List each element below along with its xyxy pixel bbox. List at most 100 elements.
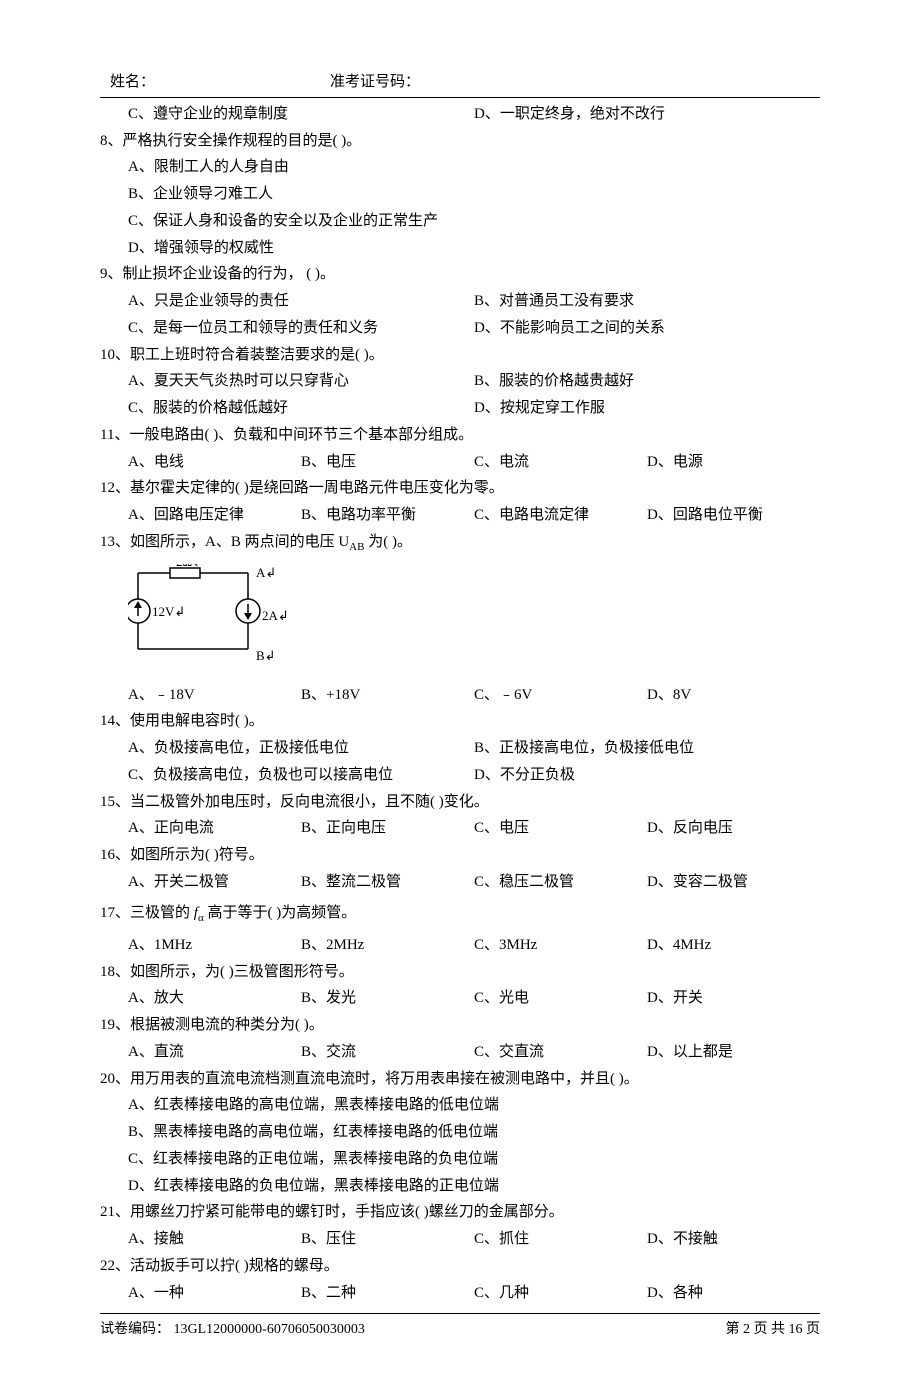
q21-opts: A、接触 B、压住 C、抓住 D、不接触 <box>100 1227 820 1252</box>
circuit-a-label: A↲ <box>256 565 276 580</box>
q11-opt-d: D、电源 <box>647 450 820 475</box>
q11-opt-a: A、电线 <box>128 450 301 475</box>
q17-opt-c: C、3MHz <box>474 933 647 958</box>
circuit-v-label: 12V↲ <box>152 604 185 619</box>
q15-opt-a: A、正向电流 <box>128 816 301 841</box>
page-footer: 试卷编码： 13GL12000000-60706050030003 第 2 页 … <box>100 1313 820 1341</box>
q19-opt-c: C、交直流 <box>474 1040 647 1065</box>
q12-opt-a: A、回路电压定律 <box>128 503 301 528</box>
q15-opt-b: B、正向电压 <box>301 816 474 841</box>
q14-opts-ab: A、负极接高电位，正极接低电位 B、正极接高电位，负极接低电位 <box>100 736 820 761</box>
name-label: 姓名： <box>110 70 330 95</box>
q11-stem: 11、一般电路由( )、负载和中间环节三个基本部分组成。 <box>100 423 820 448</box>
q7-options-cd: C、遵守企业的规章制度 D、一职定终身，绝对不改行 <box>100 102 820 127</box>
q13-opt-a: A、﹣18V <box>128 683 301 708</box>
q19-stem: 19、根据被测电流的种类分为( )。 <box>100 1013 820 1038</box>
q15-opts: A、正向电流 B、正向电压 C、电压 D、反向电压 <box>100 816 820 841</box>
q12-opt-d: D、回路电位平衡 <box>647 503 820 528</box>
q9-opt-a: A、只是企业领导的责任 <box>128 289 474 314</box>
q20-opt-a: A、红表棒接电路的高电位端，黑表棒接电路的低电位端 <box>100 1093 820 1118</box>
q13-opt-b: B、+18V <box>301 683 474 708</box>
q19-opt-b: B、交流 <box>301 1040 474 1065</box>
q13-stem: 13、如图所示，A、B 两点间的电压 UAB 为( )。 <box>100 530 820 556</box>
circuit-b-label: B↲ <box>256 648 276 663</box>
q14-opts-cd: C、负极接高电位，负极也可以接高电位 D、不分正负极 <box>100 763 820 788</box>
q19-opt-d: D、以上都是 <box>647 1040 820 1065</box>
q16-opts: A、开关二极管 B、整流二极管 C、稳压二极管 D、变容二极管 <box>100 870 820 895</box>
q15-opt-d: D、反向电压 <box>647 816 820 841</box>
q13-stem-pre: 13、如图所示，A、B 两点间的电压 U <box>100 534 349 550</box>
q16-stem: 16、如图所示为( )符号。 <box>100 843 820 868</box>
q11-opt-b: B、电压 <box>301 450 474 475</box>
q18-opts: A、放大 B、发光 C、光电 D、开关 <box>100 986 820 1011</box>
q13-stem-post: 为( )。 <box>364 534 412 550</box>
q13-opt-c: C、﹣6V <box>474 683 647 708</box>
q18-opt-b: B、发光 <box>301 986 474 1011</box>
q14-opt-a: A、负极接高电位，正极接低电位 <box>128 736 474 761</box>
q17-opt-d: D、4MHz <box>647 933 820 958</box>
q16-opt-d: D、变容二极管 <box>647 870 820 895</box>
q16-opt-c: C、稳压二极管 <box>474 870 647 895</box>
q21-stem: 21、用螺丝刀拧紧可能带电的螺钉时，手指应该( )螺丝刀的金属部分。 <box>100 1200 820 1225</box>
q9-opt-c: C、是每一位员工和领导的责任和义务 <box>128 316 474 341</box>
q8-stem: 8、严格执行安全操作规程的目的是( )。 <box>100 129 820 154</box>
q13-opt-d: D、8V <box>647 683 820 708</box>
q11-opt-c: C、电流 <box>474 450 647 475</box>
q20-stem: 20、用万用表的直流电流档测直流电流时，将万用表串接在被测电路中，并且( )。 <box>100 1067 820 1092</box>
q20-opt-c: C、红表棒接电路的正电位端，黑表棒接电路的负电位端 <box>100 1147 820 1172</box>
q14-opt-c: C、负极接高电位，负极也可以接高电位 <box>128 763 474 788</box>
q19-opt-a: A、直流 <box>128 1040 301 1065</box>
q17-opt-a: A、1MHz <box>128 933 301 958</box>
id-label: 准考证号码： <box>330 70 420 95</box>
q9-opts-ab: A、只是企业领导的责任 B、对普通员工没有要求 <box>100 289 820 314</box>
q10-opt-d: D、按规定穿工作服 <box>474 396 820 421</box>
q18-opt-a: A、放大 <box>128 986 301 1011</box>
q16-opt-a: A、开关二极管 <box>128 870 301 895</box>
q9-opts-cd: C、是每一位员工和领导的责任和义务 D、不能影响员工之间的关系 <box>100 316 820 341</box>
header-fields: 姓名： 准考证号码： <box>100 70 820 95</box>
q17-opt-b: B、2MHz <box>301 933 474 958</box>
q21-opt-c: C、抓住 <box>474 1227 647 1252</box>
q21-opt-b: B、压住 <box>301 1227 474 1252</box>
circuit-i-label: 2A↲ <box>262 608 288 623</box>
q7-opt-c: C、遵守企业的规章制度 <box>128 102 474 127</box>
q17-stem: 17、三极管的 fα 高于等于( )为高频管。 <box>100 901 820 927</box>
q9-opt-d: D、不能影响员工之间的关系 <box>474 316 820 341</box>
q18-opt-d: D、开关 <box>647 986 820 1011</box>
q14-opt-b: B、正极接高电位，负极接低电位 <box>474 736 820 761</box>
q21-opt-a: A、接触 <box>128 1227 301 1252</box>
q17-opts: A、1MHz B、2MHz C、3MHz D、4MHz <box>100 933 820 958</box>
q19-opts: A、直流 B、交流 C、交直流 D、以上都是 <box>100 1040 820 1065</box>
q18-opt-c: C、光电 <box>474 986 647 1011</box>
q7-opt-d: D、一职定终身，绝对不改行 <box>474 102 820 127</box>
q13-stem-sub: AB <box>349 541 364 553</box>
q8-opt-d: D、增强领导的权威性 <box>100 236 820 261</box>
page-number: 第 2 页 共 16 页 <box>726 1318 821 1341</box>
q22-stem: 22、活动扳手可以拧( )规格的螺母。 <box>100 1254 820 1279</box>
q20-opt-b: B、黑表棒接电路的高电位端，红表棒接电路的低电位端 <box>100 1120 820 1145</box>
q15-opt-c: C、电压 <box>474 816 647 841</box>
q12-opt-b: B、电路功率平衡 <box>301 503 474 528</box>
q21-opt-d: D、不接触 <box>647 1227 820 1252</box>
exam-code: 试卷编码： 13GL12000000-60706050030003 <box>100 1318 365 1341</box>
q13-opts: A、﹣18V B、+18V C、﹣6V D、8V <box>100 683 820 708</box>
circuit-svg: 2Ω↲ A↲ 12V↲ 2A↲ B↲ <box>128 564 288 664</box>
q8-opt-c: C、保证人身和设备的安全以及企业的正常生产 <box>100 209 820 234</box>
q17-stem-post: 高于等于( )为高频管。 <box>204 905 357 921</box>
q12-stem: 12、基尔霍夫定律的( )是绕回路一周电路元件电压变化为零。 <box>100 476 820 501</box>
q8-opt-b: B、企业领导刁难工人 <box>100 182 820 207</box>
q16-opt-b: B、整流二极管 <box>301 870 474 895</box>
q18-stem: 18、如图所示，为( )三极管图形符号。 <box>100 960 820 985</box>
q10-opts-cd: C、服装的价格越低越好 D、按规定穿工作服 <box>100 396 820 421</box>
header-rule <box>100 97 820 98</box>
q10-stem: 10、职工上班时符合着装整洁要求的是( )。 <box>100 343 820 368</box>
q14-stem: 14、使用电解电容时( )。 <box>100 709 820 734</box>
q17-stem-pre: 17、三极管的 <box>100 905 194 921</box>
q9-opt-b: B、对普通员工没有要求 <box>474 289 820 314</box>
q9-stem: 9、制止损坏企业设备的行为， ( )。 <box>100 262 820 287</box>
circuit-r-label: 2Ω↲ <box>176 564 203 569</box>
q12-opts: A、回路电压定律 B、电路功率平衡 C、电路电流定律 D、回路电位平衡 <box>100 503 820 528</box>
q14-opt-d: D、不分正负极 <box>474 763 820 788</box>
q11-opts: A、电线 B、电压 C、电流 D、电源 <box>100 450 820 475</box>
q10-opts-ab: A、夏天天气炎热时可以只穿背心 B、服装的价格越贵越好 <box>100 369 820 394</box>
